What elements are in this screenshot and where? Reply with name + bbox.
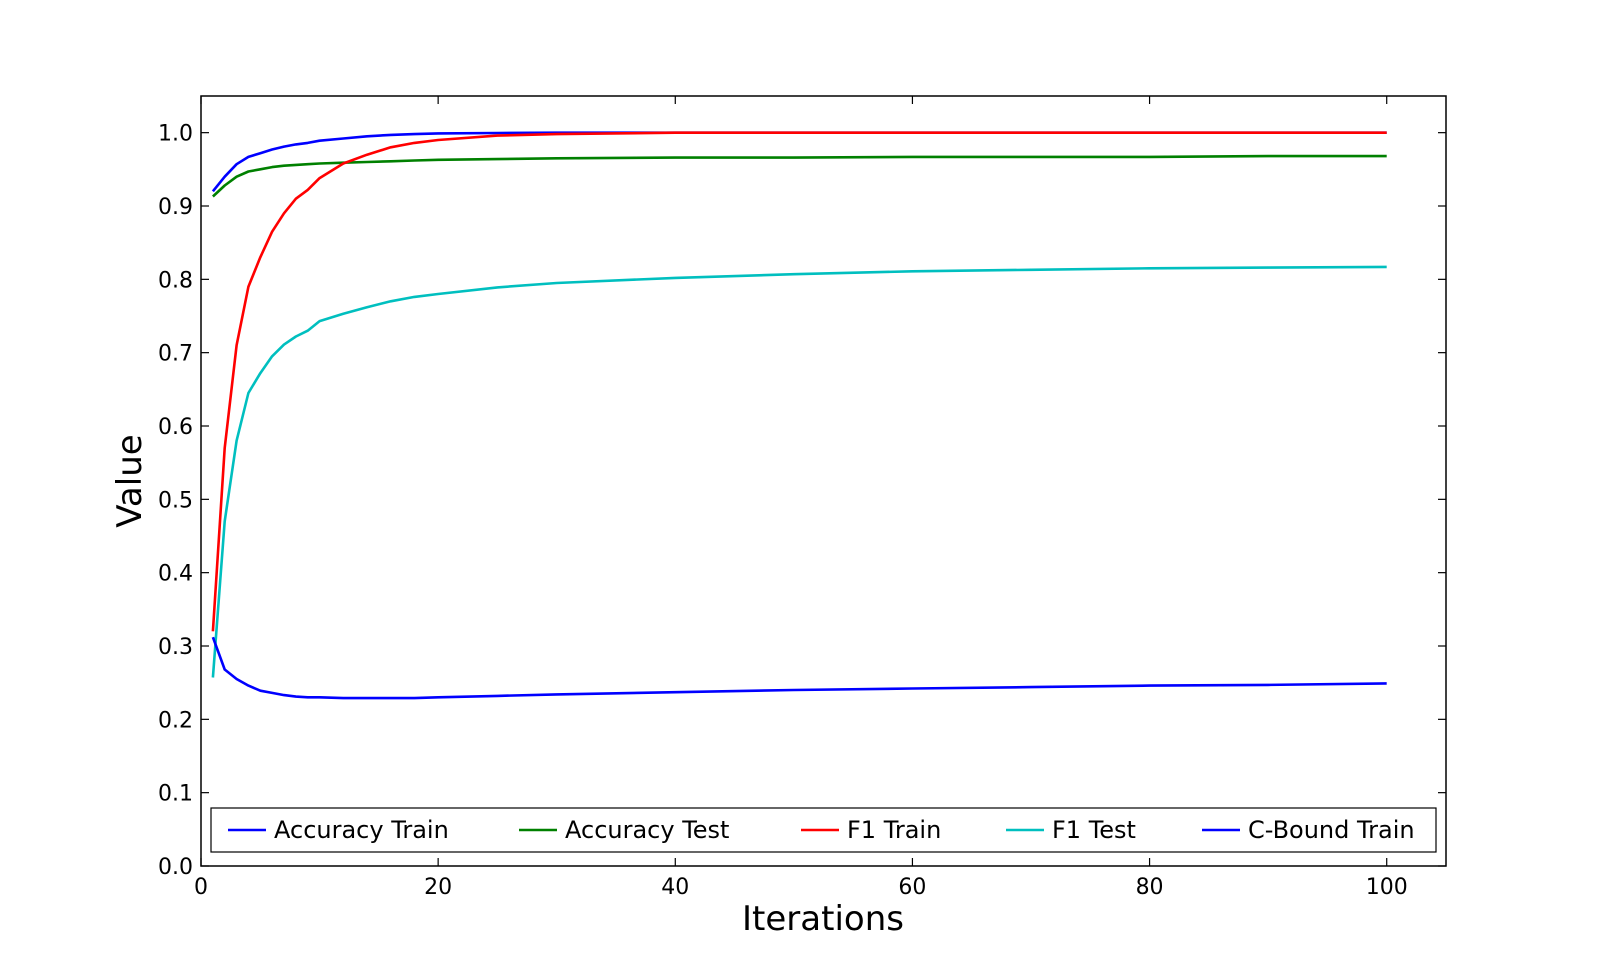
y-tick-label: 0.0	[158, 855, 193, 880]
x-tick-label: 80	[1136, 875, 1164, 900]
y-tick-label: 0.4	[158, 562, 193, 587]
y-tick-label: 0.9	[158, 195, 193, 220]
y-tick-label: 0.7	[158, 342, 193, 367]
series-layer	[211, 131, 1387, 700]
legend-label-4: F1 Test	[1052, 816, 1136, 844]
y-tick-label: 0.5	[158, 488, 193, 513]
series-line-5	[211, 636, 1387, 700]
legend-label-3: F1 Train	[847, 816, 941, 844]
x-tick-label: 0	[194, 875, 208, 900]
x-tick-label: 40	[661, 875, 689, 900]
legend-items: Accuracy Train Accuracy Test F1 Train F1 Te…	[228, 816, 1415, 844]
y-tick-label: 1.0	[158, 122, 193, 147]
y-axis-title: Value	[110, 434, 150, 527]
legend-label-2: Accuracy Test	[565, 816, 729, 844]
y-tick-label: 0.1	[158, 782, 193, 807]
legend-label-5: C-Bound Train	[1248, 816, 1415, 844]
y-tick-label: 0.2	[158, 708, 193, 733]
ticks-layer: 0 20 40 60 80 100 0.0 0.1 0.2 0.3 0.4 0.5 0.6 0.7 0.8 0…	[158, 96, 1446, 900]
x-axis-title: Iterations	[742, 899, 904, 939]
x-tick-label: 100	[1366, 875, 1408, 900]
y-tick-label: 0.6	[158, 415, 193, 440]
plot-area	[201, 96, 1446, 866]
series-line-2	[212, 154, 1387, 198]
y-tick-label: 0.3	[158, 635, 193, 660]
y-tick-label: 0.8	[158, 268, 193, 293]
x-tick-label: 20	[424, 875, 452, 900]
plot-frame	[200, 95, 1447, 867]
x-tick-label: 60	[898, 875, 926, 900]
legend: Accuracy Train Accuracy Test F1 Train F1 Te…	[210, 807, 1437, 853]
legend-label-1: Accuracy Train	[274, 816, 449, 844]
series-line-3	[211, 131, 1387, 632]
series-line-4	[211, 265, 1387, 678]
